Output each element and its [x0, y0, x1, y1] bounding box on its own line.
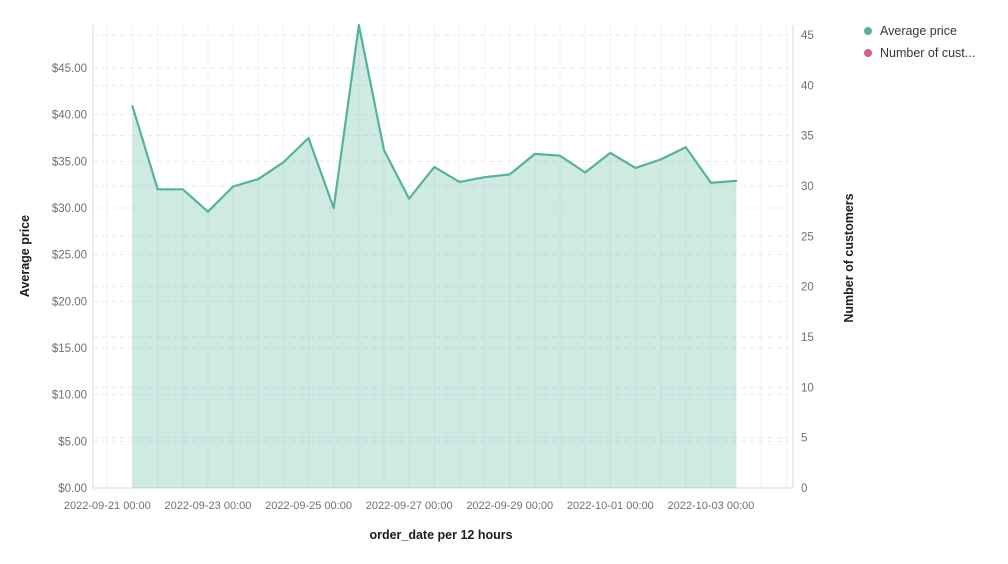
legend-item-average-price[interactable]: Average price — [864, 24, 975, 38]
svg-text:35: 35 — [801, 131, 814, 143]
svg-text:$35.00: $35.00 — [52, 156, 87, 168]
series-line — [131, 24, 738, 213]
svg-text:30: 30 — [801, 181, 814, 193]
svg-text:2022-09-23 00:00: 2022-09-23 00:00 — [165, 500, 252, 512]
svg-text:5: 5 — [801, 433, 807, 445]
svg-text:15: 15 — [801, 332, 814, 344]
svg-text:$20.00: $20.00 — [52, 296, 87, 308]
axis-tick-labels: $0.00 $5.00 $10.00 $15.00 $20.00 $25.00 $30.00… — [52, 30, 814, 512]
series-area-fill — [132, 25, 737, 488]
legend-item-label: Number of cust... — [880, 46, 976, 60]
svg-text:2022-10-03 00:00: 2022-10-03 00:00 — [668, 500, 755, 512]
svg-text:$45.00: $45.00 — [52, 63, 87, 75]
legend-item-label: Average price — [880, 24, 957, 38]
chart-legend: Average price Number of cust... — [864, 24, 975, 60]
svg-text:$10.00: $10.00 — [52, 390, 87, 402]
gridlines — [93, 25, 790, 488]
legend-color-dot-icon — [864, 49, 872, 57]
svg-text:25: 25 — [801, 231, 814, 243]
svg-text:$25.00: $25.00 — [52, 250, 87, 262]
svg-text:2022-09-27 00:00: 2022-09-27 00:00 — [366, 500, 453, 512]
svg-text:2022-09-21 00:00: 2022-09-21 00:00 — [64, 500, 151, 512]
axis-lines — [92, 25, 794, 489]
x-axis-title: order_date per 12 hours — [369, 528, 513, 542]
svg-text:$15.00: $15.00 — [52, 343, 87, 355]
svg-text:40: 40 — [801, 80, 814, 92]
svg-text:20: 20 — [801, 282, 814, 294]
svg-text:$0.00: $0.00 — [58, 483, 87, 495]
svg-text:10: 10 — [801, 382, 814, 394]
svg-text:2022-09-29 00:00: 2022-09-29 00:00 — [466, 500, 553, 512]
right-axis-title: Number of customers — [842, 193, 856, 323]
legend-item-number-of-customers[interactable]: Number of cust... — [864, 46, 975, 60]
svg-text:45: 45 — [801, 30, 814, 42]
legend-color-dot-icon — [864, 27, 872, 35]
left-axis-title: Average price — [18, 214, 32, 298]
svg-text:2022-09-25 00:00: 2022-09-25 00:00 — [265, 500, 352, 512]
svg-text:$30.00: $30.00 — [52, 203, 87, 215]
svg-text:$40.00: $40.00 — [52, 110, 87, 122]
svg-text:2022-10-01 00:00: 2022-10-01 00:00 — [567, 500, 654, 512]
svg-text:0: 0 — [801, 483, 807, 495]
svg-text:$5.00: $5.00 — [58, 436, 87, 448]
